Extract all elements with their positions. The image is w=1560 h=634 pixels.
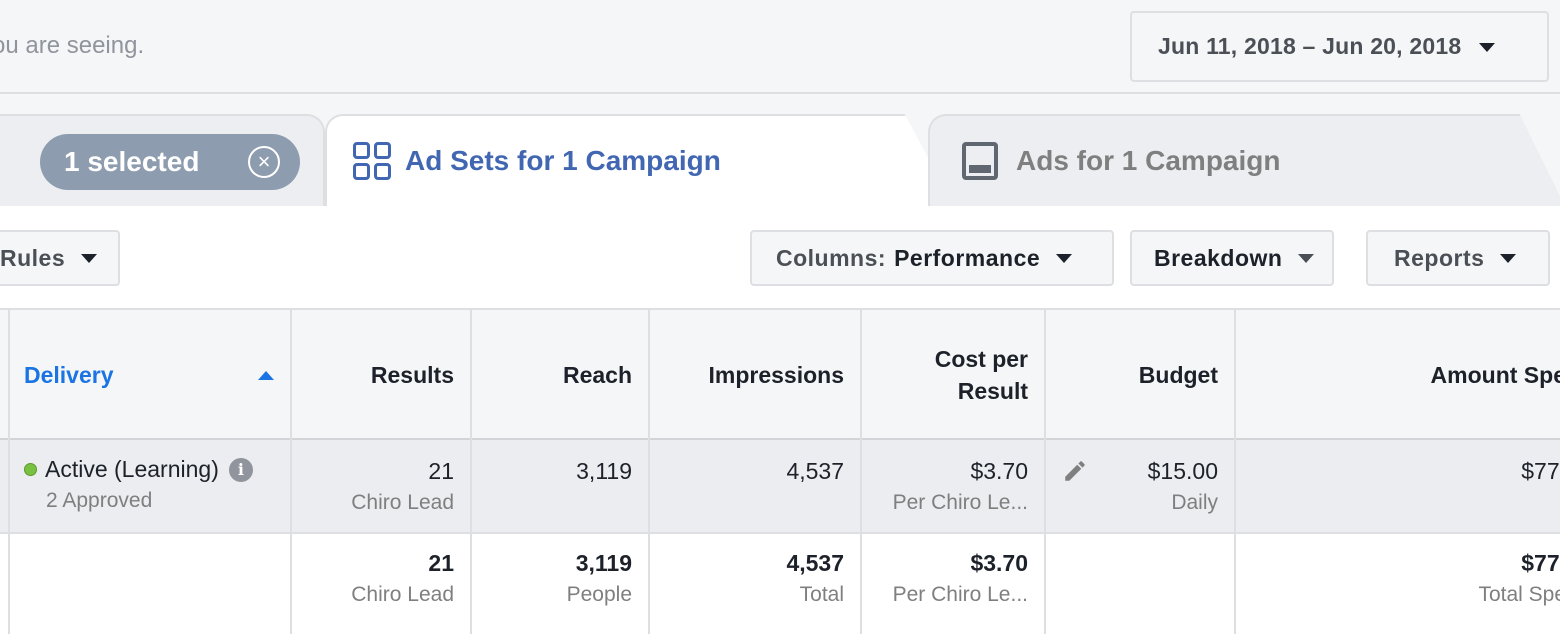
status-dot-icon xyxy=(24,463,37,476)
delivery-status: Active (Learning) xyxy=(45,456,219,482)
column-header-impressions[interactable]: Impressions xyxy=(650,310,845,440)
results-cell: 21 Chiro Lead xyxy=(292,458,454,515)
summary-results-unit: Chiro Lead xyxy=(351,583,454,606)
summary-results-value: 21 xyxy=(428,550,454,576)
table-header: Delivery Results Reach Impressions Cost … xyxy=(0,310,1560,440)
approved-count: 2 Approved xyxy=(46,489,153,512)
summary-amount-value: $77. xyxy=(1521,550,1560,576)
chevron-down-icon xyxy=(81,253,98,263)
columns-label: Columns: xyxy=(776,244,887,271)
budget-value: $15.00 xyxy=(1147,458,1218,484)
column-divider xyxy=(290,310,292,634)
impressions-cell: 4,537 xyxy=(650,458,844,485)
summary-row: 21 Chiro Lead 3,119 People 4,537 Total $… xyxy=(0,534,1560,634)
results-value: 21 xyxy=(428,458,454,484)
rules-button[interactable]: Rules xyxy=(0,230,120,286)
columns-value: Performance xyxy=(894,244,1041,271)
column-header-reach[interactable]: Reach xyxy=(472,310,632,440)
budget-header-label: Budget xyxy=(1138,362,1218,388)
breakdown-button[interactable]: Breakdown xyxy=(1130,230,1334,286)
delivery-header-label: Delivery xyxy=(24,362,114,388)
ad-sets-table: Delivery Results Reach Impressions Cost … xyxy=(0,310,1560,634)
ad-sets-grid-icon xyxy=(353,142,391,180)
chevron-down-icon xyxy=(1500,253,1517,263)
date-range-picker[interactable]: Jun 11, 2018 – Jun 20, 2018 xyxy=(1130,11,1549,82)
reports-button[interactable]: Reports xyxy=(1366,230,1550,286)
table-row[interactable]: Active (Learning) i 2 Approved 21 Chiro … xyxy=(0,440,1560,534)
reports-label: Reports xyxy=(1394,244,1485,271)
summary-cost-value: $3.70 xyxy=(970,550,1028,576)
pencil-icon[interactable] xyxy=(1062,458,1088,484)
reach-header-label: Reach xyxy=(562,362,632,388)
summary-impressions-cell: 4,537 Total xyxy=(650,550,844,607)
summary-results-cell: 21 Chiro Lead xyxy=(292,550,454,607)
summary-impressions-value: 4,537 xyxy=(786,550,844,576)
budget-cell: $15.00 Daily xyxy=(1046,458,1218,515)
chevron-down-icon xyxy=(1056,253,1073,263)
selected-count-label: 1 selected xyxy=(64,146,200,177)
budget-unit: Daily xyxy=(1171,491,1218,514)
chevron-down-icon xyxy=(1298,253,1315,263)
column-divider xyxy=(860,310,862,634)
tab-ads[interactable]: Ads for 1 Campaign xyxy=(928,114,1560,206)
sort-ascending-icon[interactable] xyxy=(258,370,274,380)
summary-amount-cell: $77. Total Spe xyxy=(1236,550,1560,607)
column-header-results[interactable]: Results xyxy=(292,310,454,440)
date-range-label: Jun 11, 2018 – Jun 20, 2018 xyxy=(1158,33,1462,59)
cost-unit: Per Chiro Le... xyxy=(892,491,1028,514)
toolbar: Rules Columns: Performance Breakdown Rep… xyxy=(0,206,1560,310)
summary-reach-unit: People xyxy=(566,583,632,606)
hint-text: ou are seeing. xyxy=(0,32,145,59)
summary-impressions-unit: Total xyxy=(799,583,844,606)
summary-cost-cell: $3.70 Per Chiro Le... xyxy=(862,550,1028,607)
column-header-cost-per-result[interactable]: Cost per Result xyxy=(862,310,1028,440)
summary-reach-value: 3,119 xyxy=(575,550,632,576)
tab-ad-sets[interactable]: Ad Sets for 1 Campaign xyxy=(325,114,955,208)
rules-label: Rules xyxy=(0,244,66,271)
column-divider xyxy=(1044,310,1046,634)
summary-reach-cell: 3,119 People xyxy=(472,550,632,607)
column-divider xyxy=(1234,310,1236,634)
cost-header-line2: Result xyxy=(957,378,1028,404)
column-header-delivery[interactable]: Delivery xyxy=(24,310,274,440)
column-header-budget[interactable]: Budget xyxy=(1046,310,1218,440)
level-tabs: 1 selected × Ad Sets for 1 Campaign Ads … xyxy=(0,94,1560,208)
delivery-cell: Active (Learning) i 2 Approved xyxy=(24,456,253,513)
column-divider xyxy=(8,310,10,634)
info-icon[interactable]: i xyxy=(228,457,253,482)
breakdown-label: Breakdown xyxy=(1154,244,1283,271)
amount-cell: $77. xyxy=(1236,458,1560,485)
amount-header-label: Amount Spe xyxy=(1430,362,1560,388)
column-divider xyxy=(648,310,650,634)
tab-ads-label: Ads for 1 Campaign xyxy=(1016,145,1281,176)
results-header-label: Results xyxy=(370,362,454,388)
cost-value: $3.70 xyxy=(970,458,1028,484)
reach-value: 3,119 xyxy=(576,458,632,484)
cost-cell: $3.70 Per Chiro Le... xyxy=(862,458,1028,515)
top-bar: ou are seeing. Jun 11, 2018 – Jun 20, 20… xyxy=(0,0,1560,94)
cost-header-line1: Cost per xyxy=(934,346,1028,372)
column-divider xyxy=(470,310,472,634)
selected-filter-pill[interactable]: 1 selected × xyxy=(40,134,300,190)
results-unit: Chiro Lead xyxy=(351,491,454,514)
reach-cell: 3,119 xyxy=(472,458,632,485)
amount-value: $77. xyxy=(1521,458,1560,484)
ad-icon xyxy=(962,142,998,180)
summary-cost-unit: Per Chiro Le... xyxy=(892,583,1028,606)
columns-button[interactable]: Columns: Performance xyxy=(750,230,1114,286)
column-header-amount-spent[interactable]: Amount Spe xyxy=(1236,310,1560,440)
close-circle-icon[interactable]: × xyxy=(248,146,280,178)
impressions-header-label: Impressions xyxy=(708,362,845,388)
summary-amount-unit: Total Spe xyxy=(1478,583,1560,606)
tab-ad-sets-label: Ad Sets for 1 Campaign xyxy=(405,145,721,176)
impressions-value: 4,537 xyxy=(786,458,844,484)
chevron-down-icon xyxy=(1479,43,1496,52)
